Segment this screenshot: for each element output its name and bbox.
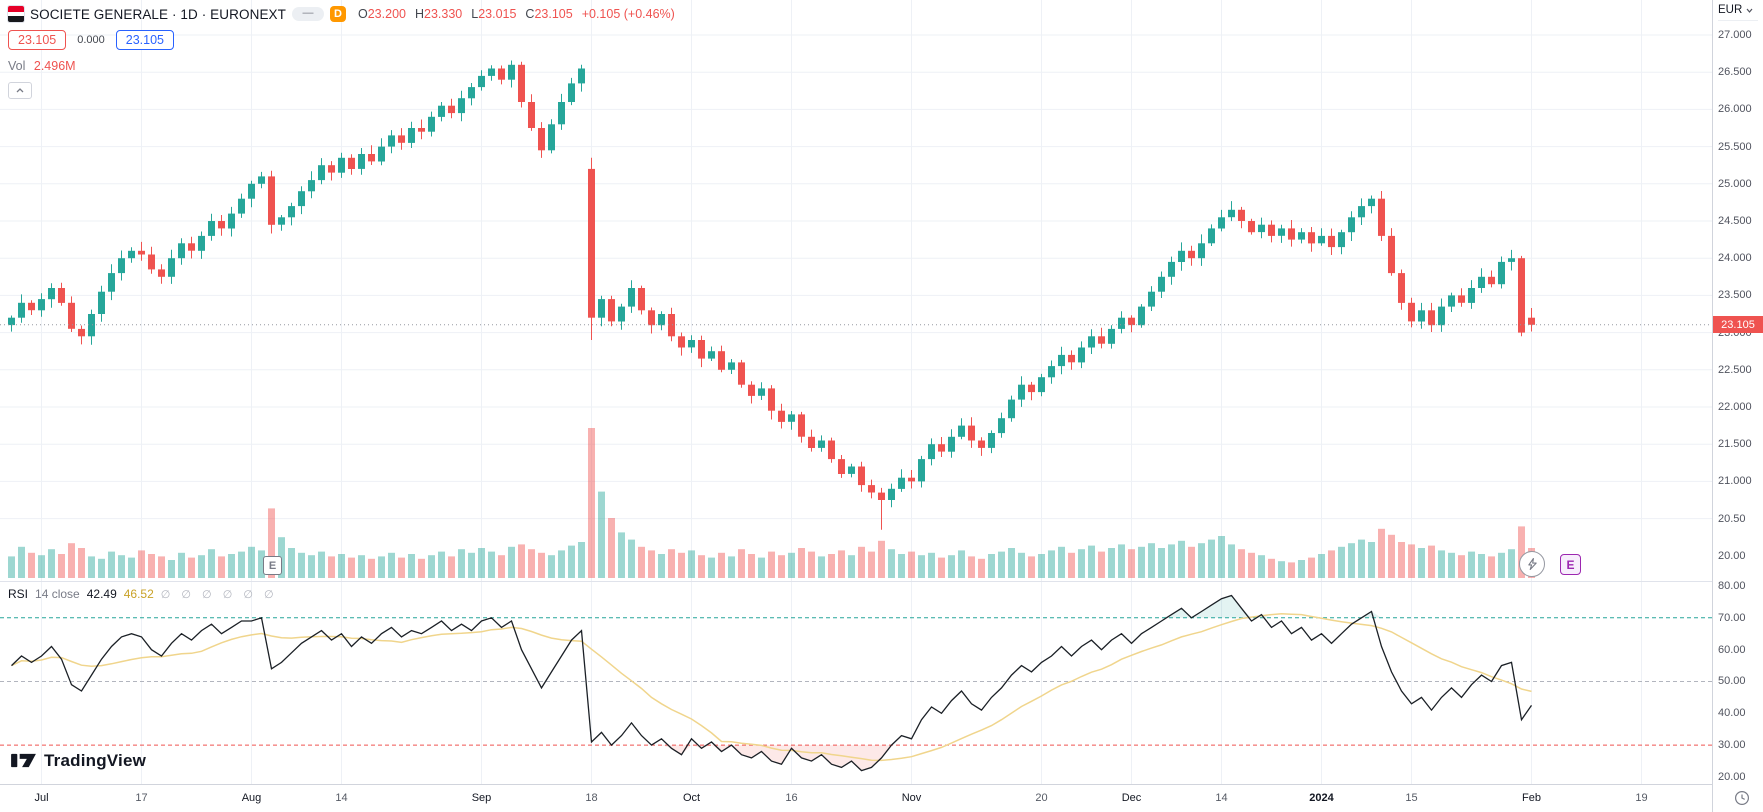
spread-value: 0.000 xyxy=(77,34,105,46)
legend-collapse-button[interactable] xyxy=(8,82,32,99)
price-axis-label: 27.000 xyxy=(1718,29,1752,41)
rsi-axis-label: 80.00 xyxy=(1718,580,1746,592)
rsi-axis-label: 50.00 xyxy=(1718,675,1746,688)
rsi-value: 42.49 xyxy=(86,587,117,601)
chevron-up-icon xyxy=(16,88,24,93)
price-axis-label: 23.500 xyxy=(1718,289,1752,302)
symbol-title[interactable]: SOCIETE GENERALE · 1D · EURONEXT xyxy=(30,6,286,22)
chart-legend: SOCIETE GENERALE · 1D · EURONEXT — D O23… xyxy=(8,6,675,99)
price-axis-label: 22.000 xyxy=(1718,401,1752,413)
buy-button[interactable]: 23.105 xyxy=(115,30,174,50)
open-label: O xyxy=(358,7,368,21)
price-axis-label: 26.000 xyxy=(1718,103,1752,116)
volume-legend: Vol 2.496M xyxy=(8,59,675,73)
time-axis-label: 2024 xyxy=(1309,792,1334,804)
timezone-clock-icon[interactable] xyxy=(1734,790,1750,811)
earnings-marker[interactable]: E xyxy=(263,556,282,575)
tradingview-logo-text: TradingView xyxy=(44,750,147,770)
time-axis-separator xyxy=(0,784,1763,785)
currency-selector[interactable]: EUR xyxy=(1718,4,1758,21)
close-value: 23.105 xyxy=(534,7,573,21)
volume-value: 2.496M xyxy=(33,59,76,73)
rsi-empty-values: ∅ ∅ ∅ ∅ ∅ ∅ xyxy=(160,588,278,601)
legend-minimize-pill[interactable]: — xyxy=(292,7,324,21)
high-label: H xyxy=(414,7,424,21)
price-axis-label: 25.000 xyxy=(1718,177,1752,190)
price-axis-label: 24.500 xyxy=(1718,215,1752,227)
rsi-legend[interactable]: RSI 14 close 42.49 46.52 ∅ ∅ ∅ ∅ ∅ ∅ xyxy=(8,587,278,601)
time-axis-label: 17 xyxy=(135,792,148,804)
main-price-pane[interactable] xyxy=(0,0,1712,582)
volume-label: Vol xyxy=(8,59,26,73)
time-axis-label: 18 xyxy=(585,792,598,804)
sell-button[interactable]: 23.105 xyxy=(8,30,67,50)
low-value: 23.015 xyxy=(478,7,517,21)
time-axis-label: Feb xyxy=(1522,792,1541,804)
tradingview-logo[interactable]: TradingView xyxy=(10,750,146,771)
high-value: 23.330 xyxy=(424,7,463,21)
last-price-tag: 23.105 xyxy=(1713,316,1763,334)
time-axis[interactable]: Jul 17 Aug 14 Sep 18 Oct 16 Nov 20 Dec 14 2024 15 Feb 1… xyxy=(0,785,1712,812)
rsi-indicator-pane[interactable] xyxy=(0,582,1712,784)
ohlc-values: O23.200 H23.330 L23.015 C23.105 +0.105 (… xyxy=(358,7,675,21)
time-axis-label: 16 xyxy=(785,792,798,804)
interval-badge[interactable]: D xyxy=(330,6,346,22)
price-axis[interactable]: EUR 23.105 27.000 26.500 26.000 25.500 25.00… xyxy=(1712,0,1763,812)
price-axis-label: 24.000 xyxy=(1718,252,1752,265)
time-axis-label: 19 xyxy=(1635,792,1648,804)
currency-label: EUR xyxy=(1718,4,1743,16)
time-axis-label: Jul xyxy=(34,792,49,804)
symbol-logo-icon xyxy=(8,6,24,22)
rsi-params: 14 close xyxy=(35,587,80,601)
price-axis-label: 21.500 xyxy=(1718,438,1752,451)
time-axis-label: 14 xyxy=(1215,792,1228,804)
open-value: 23.200 xyxy=(367,7,406,21)
time-axis-label: Dec xyxy=(1121,792,1142,804)
low-label: L xyxy=(471,7,479,21)
time-axis-label: 20 xyxy=(1035,792,1048,804)
tradingview-logo-icon xyxy=(11,753,36,768)
change-value: +0.105 (+0.46%) xyxy=(581,7,675,21)
rsi-name: RSI xyxy=(8,587,29,601)
price-axis-label: 25.500 xyxy=(1718,140,1752,153)
upcoming-earnings-badge[interactable]: E xyxy=(1560,554,1581,575)
close-label: C xyxy=(525,7,535,21)
price-axis-label: 20.50 xyxy=(1718,512,1746,525)
pane-separator[interactable] xyxy=(0,581,1763,582)
rsi-axis-label: 40.00 xyxy=(1718,707,1746,720)
price-axis-label: 22.500 xyxy=(1718,363,1752,376)
rsi-ma-value: 46.52 xyxy=(123,587,154,601)
rsi-axis-label: 20.00 xyxy=(1718,770,1746,783)
time-axis-label: 14 xyxy=(335,792,348,804)
price-axis-label: 21.000 xyxy=(1718,475,1752,488)
chevron-down-icon xyxy=(1746,8,1753,13)
price-axis-label: 20.00 xyxy=(1718,549,1746,562)
rsi-axis-label: 30.00 xyxy=(1718,739,1746,752)
price-axis-label: 26.500 xyxy=(1718,66,1752,79)
time-axis-label: 15 xyxy=(1405,792,1418,804)
time-axis-label: Nov xyxy=(901,792,922,804)
rsi-axis-label: 70.00 xyxy=(1718,611,1746,624)
rsi-axis-label: 60.00 xyxy=(1718,643,1746,656)
time-axis-label: Aug xyxy=(241,792,262,804)
time-axis-label: Oct xyxy=(682,792,701,804)
boost-lightning-icon[interactable] xyxy=(1519,551,1545,577)
time-axis-label: Sep xyxy=(471,792,492,804)
